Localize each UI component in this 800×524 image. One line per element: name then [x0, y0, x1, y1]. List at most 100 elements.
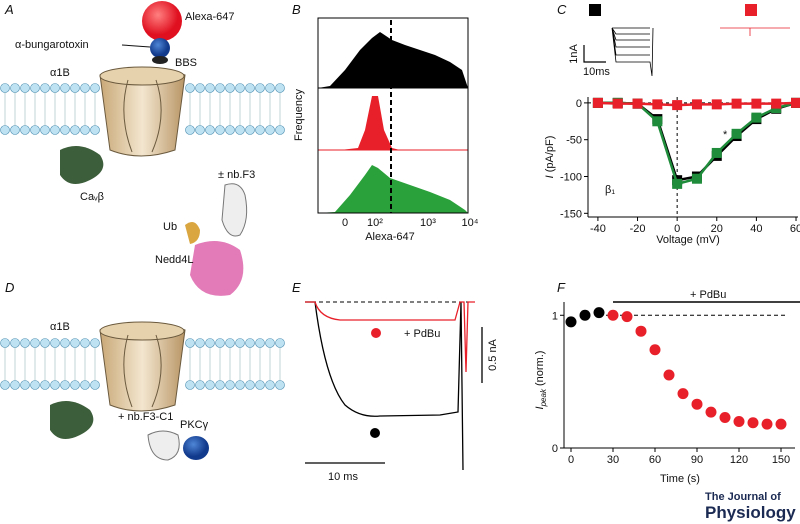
toxin [150, 38, 170, 58]
lipid-head [265, 380, 275, 390]
histograms [317, 17, 469, 214]
lipid-head [40, 125, 50, 135]
lipid-head [215, 380, 225, 390]
tick-label: 10² [367, 217, 383, 229]
lipid-head [235, 338, 245, 348]
lipid-head [225, 380, 235, 390]
lipid-head [185, 83, 195, 93]
lipid-head [185, 125, 195, 135]
lipid-head [255, 338, 265, 348]
protein [60, 146, 104, 184]
x-tick-label: -20 [630, 223, 646, 235]
y-label-rest: (norm.) [534, 351, 546, 390]
lipid-head [195, 338, 205, 348]
point [775, 418, 787, 430]
x-tick-label: 40 [750, 223, 762, 235]
lipid-head [0, 338, 10, 348]
annotation: + PdBu [690, 289, 726, 301]
y-label-symbol: I [534, 406, 546, 409]
lipid-head [40, 380, 50, 390]
lipid-head [265, 125, 275, 135]
marker [711, 99, 722, 110]
lipid-head [30, 380, 40, 390]
label: Alexa-647 [185, 11, 235, 23]
lipid-head [80, 380, 90, 390]
marker [691, 173, 702, 184]
lipid-head [205, 125, 215, 135]
y-tick-label: -100 [560, 172, 582, 184]
lipid-head [185, 380, 195, 390]
legend-swatch [589, 4, 601, 16]
lipid-head [225, 338, 235, 348]
lipid-head [265, 83, 275, 93]
panel-label: F [557, 280, 566, 295]
journal-name: Physiology [705, 503, 796, 522]
lipid-head [20, 380, 30, 390]
x-tick-label: 0 [674, 223, 680, 235]
channel [99, 66, 186, 157]
point [621, 311, 633, 323]
marker [751, 112, 762, 123]
lipid-head [30, 125, 40, 135]
lipid-head [195, 83, 205, 93]
lipid-head [245, 338, 255, 348]
lipid-head [40, 338, 50, 348]
leader [121, 44, 151, 48]
lipid-head [50, 125, 60, 135]
lipid-head [60, 380, 70, 390]
y-label-sub: peak [539, 388, 548, 407]
lipid-head [40, 83, 50, 93]
dye [142, 1, 182, 41]
label: + PdBu [404, 328, 440, 340]
lipid-head [70, 380, 80, 390]
lipid-head [0, 83, 10, 93]
label: BBS [175, 57, 197, 69]
lipid-head [10, 83, 20, 93]
protein [185, 221, 200, 244]
protein [183, 436, 209, 460]
scale-label: 10 ms [328, 471, 358, 483]
marker [771, 98, 782, 109]
label: α1B [50, 67, 70, 79]
lipid-head [275, 338, 285, 348]
point [649, 344, 661, 356]
tick-label: 10⁴ [462, 217, 479, 229]
label: ± nb.F3 [218, 169, 255, 181]
lipid-head [235, 125, 245, 135]
lipid-head [50, 380, 60, 390]
x-tick-label: 0 [568, 454, 574, 466]
point [677, 388, 689, 400]
y-tick-label: 1 [552, 310, 558, 322]
protein [221, 183, 248, 237]
point [719, 411, 731, 423]
lipid-head [70, 83, 80, 93]
journal-line: The Journal of [705, 491, 781, 503]
lipid-head [235, 83, 245, 93]
y-label-symbol: I [544, 175, 556, 178]
axis-label: Alexa-647 [365, 231, 415, 243]
lipid-head [60, 338, 70, 348]
lipid-head [20, 338, 30, 348]
lipid-head [275, 83, 285, 93]
label: Nedd4L [155, 254, 194, 266]
marker [751, 98, 762, 109]
lipid-head [215, 125, 225, 135]
label: + nb.F3-C1 [118, 411, 173, 423]
lipid-head [245, 380, 255, 390]
x-tick-label: 60 [790, 223, 800, 235]
marker [791, 97, 800, 108]
lipid-head [30, 83, 40, 93]
marker [731, 128, 742, 139]
tag [152, 56, 168, 64]
lipid-head [90, 338, 100, 348]
point [607, 309, 619, 321]
lipid-head [195, 125, 205, 135]
marker [711, 147, 722, 158]
lipid-head [70, 338, 80, 348]
protein [50, 401, 94, 439]
series-line [597, 101, 797, 182]
x-tick-label: 30 [607, 454, 619, 466]
marker [632, 98, 643, 109]
axis-label: Frequency [293, 89, 305, 141]
lipid-head [235, 380, 245, 390]
